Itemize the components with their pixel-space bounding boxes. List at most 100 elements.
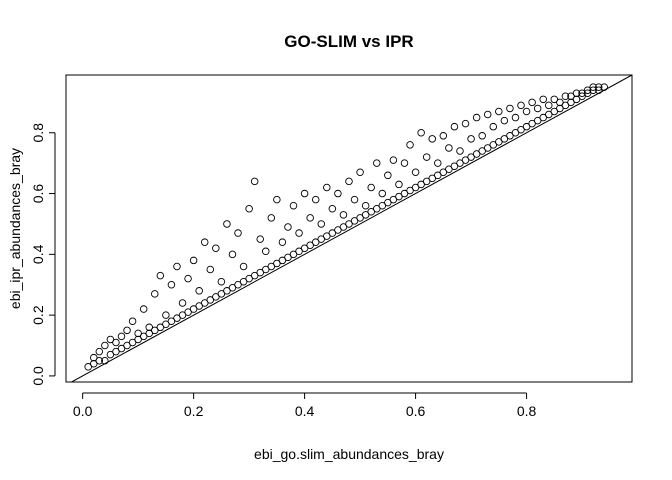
data-point	[561, 101, 570, 110]
data-point	[139, 332, 148, 341]
data-point	[567, 92, 575, 101]
data-point	[323, 232, 331, 240]
data-point	[434, 159, 442, 167]
data-point	[406, 141, 414, 149]
data-point	[167, 280, 176, 289]
data-point	[300, 244, 309, 253]
data-point	[262, 265, 270, 274]
y-axis: 0.0 0.2 0.4 0.6 0.8	[30, 123, 56, 386]
data-point	[212, 244, 220, 253]
data-point	[250, 177, 259, 186]
data-point	[373, 159, 381, 167]
data-point	[439, 168, 448, 177]
data-point	[356, 168, 364, 177]
data-point	[95, 347, 104, 356]
data-point	[334, 189, 342, 198]
data-point	[572, 95, 581, 104]
y-tick-label: 0.2	[30, 305, 46, 325]
data-point	[506, 104, 514, 113]
data-point	[528, 119, 536, 128]
data-point	[550, 107, 559, 116]
data-point	[517, 101, 525, 110]
data-point	[189, 256, 198, 265]
data-point	[228, 284, 237, 292]
data-point	[256, 268, 264, 277]
data-point	[406, 186, 414, 195]
data-point	[267, 262, 276, 271]
data-point	[234, 280, 242, 289]
data-point	[328, 229, 337, 237]
data-point	[378, 189, 387, 198]
data-point	[217, 290, 226, 298]
data-point	[367, 208, 375, 216]
data-point	[483, 144, 492, 152]
data-point	[289, 201, 298, 210]
data-point	[428, 135, 436, 143]
data-point	[583, 89, 592, 97]
data-point	[478, 147, 486, 155]
data-point	[350, 217, 359, 225]
data-point	[117, 344, 126, 353]
data-point	[361, 201, 370, 210]
data-point	[89, 360, 98, 368]
data-point	[151, 326, 159, 335]
x-tick-label: 0.6	[406, 403, 426, 419]
data-point	[450, 162, 459, 170]
data-point	[223, 287, 231, 295]
data-point	[284, 223, 292, 231]
data-point	[245, 204, 253, 213]
data-point	[489, 122, 498, 131]
data-point	[345, 177, 353, 186]
data-point	[533, 104, 542, 113]
data-point	[539, 95, 547, 104]
data-point	[184, 308, 192, 316]
data-point	[483, 110, 492, 119]
data-point	[539, 113, 547, 122]
data-point	[373, 204, 381, 213]
y-tick-label: 0.4	[30, 244, 46, 264]
data-point	[522, 107, 531, 116]
data-point	[200, 299, 209, 307]
data-point	[123, 341, 131, 350]
data-point	[578, 89, 586, 97]
data-point	[306, 214, 314, 222]
data-point	[472, 113, 481, 122]
data-point	[134, 335, 142, 344]
data-point	[417, 180, 425, 189]
data-point	[533, 116, 542, 125]
data-point	[139, 305, 148, 313]
y-axis-label: ebi_ipr_abundances_bray	[7, 148, 23, 309]
data-point	[162, 320, 170, 329]
y-tick-label: 0.8	[30, 123, 46, 143]
data-point	[589, 86, 597, 94]
data-point	[417, 128, 425, 137]
data-point	[311, 238, 320, 246]
data-point	[167, 317, 176, 325]
data-point	[456, 159, 464, 167]
data-point	[561, 92, 570, 101]
data-point	[195, 287, 203, 295]
data-point	[495, 138, 503, 146]
data-point	[289, 250, 298, 259]
data-point	[594, 83, 603, 91]
plot-frame	[65, 74, 633, 383]
data-point	[178, 299, 187, 307]
data-point	[217, 277, 226, 286]
data-point	[500, 116, 509, 125]
data-point	[422, 177, 431, 186]
data-point	[367, 183, 375, 192]
data-point	[384, 171, 392, 180]
data-point	[328, 204, 337, 213]
data-point	[223, 220, 231, 228]
data-point	[400, 189, 409, 198]
data-point	[361, 211, 370, 219]
data-point	[162, 311, 170, 319]
data-point	[589, 83, 597, 91]
chart-title: GO-SLIM vs IPR	[284, 32, 413, 51]
data-point	[511, 113, 520, 122]
data-point	[212, 293, 220, 301]
data-point	[467, 153, 475, 161]
data-point	[112, 347, 120, 356]
data-point	[317, 235, 326, 243]
